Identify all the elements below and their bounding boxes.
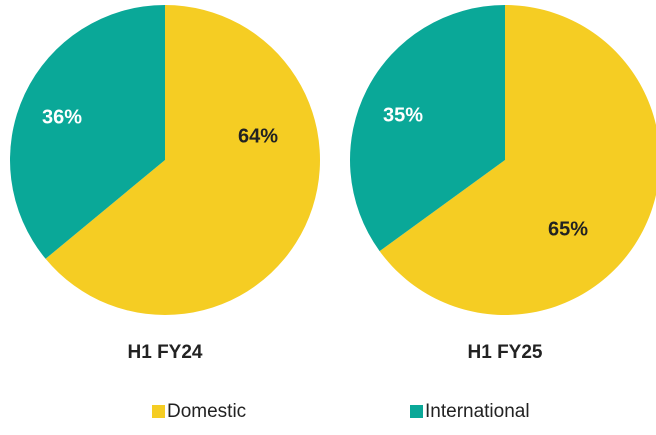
data-label: 65% (548, 218, 588, 240)
pie-slice (379, 5, 656, 315)
chart-title: H1 FY25 (468, 342, 543, 363)
pie-slice (349, 5, 505, 252)
pie-slice (9, 5, 166, 259)
legend-swatch (410, 405, 423, 418)
data-label: 35% (383, 104, 423, 126)
chart-title: H1 FY24 (128, 342, 203, 363)
pie-slice (45, 5, 321, 316)
data-label: 64% (238, 125, 278, 147)
legend-swatch (152, 405, 165, 418)
legend-label: Domestic (167, 401, 246, 422)
data-label: 36% (42, 106, 82, 128)
legend-label: International (425, 401, 530, 422)
